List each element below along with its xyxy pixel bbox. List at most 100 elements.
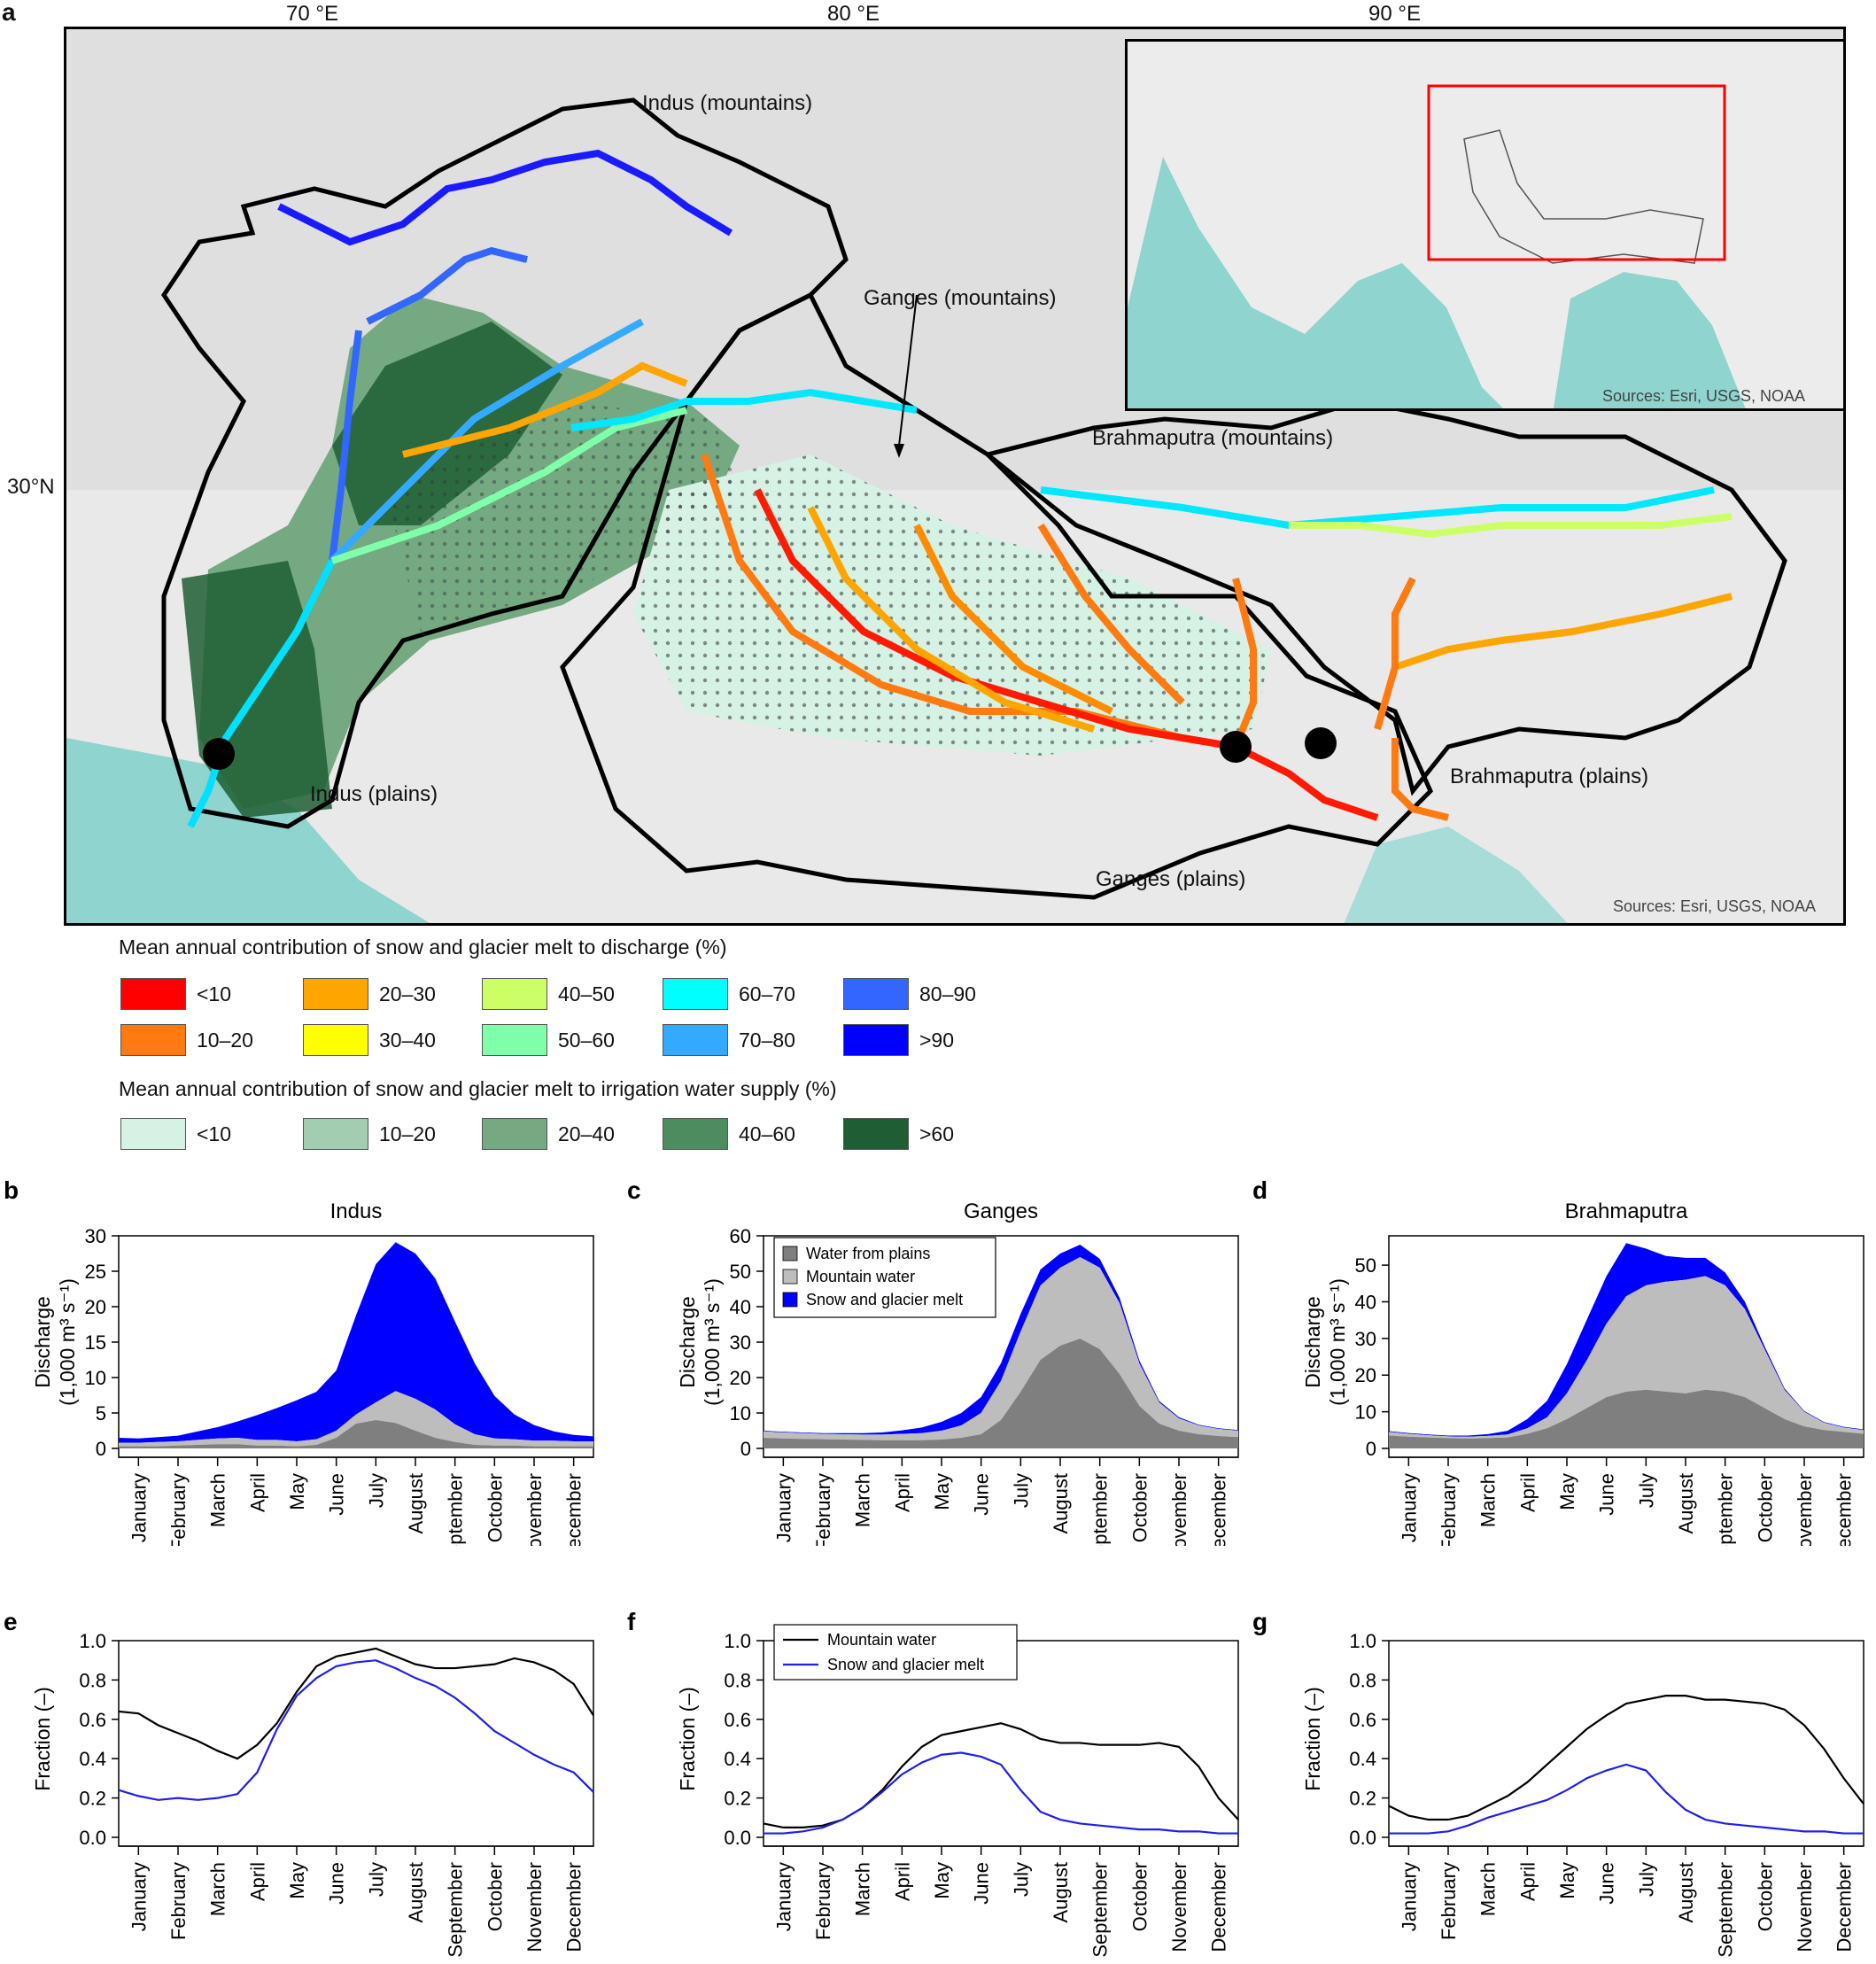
legend-discharge-item: >90	[843, 1024, 954, 1056]
legend-discharge-item: 70–80	[663, 1024, 795, 1056]
y-tick-label: 0.2	[724, 1788, 751, 1810]
legend-swatch	[303, 978, 368, 1010]
basin-map: Indus (mountains) Ganges (mountains) Bra…	[64, 27, 1846, 926]
x-tick-label: May	[286, 1473, 308, 1510]
y-tick-label: 15	[85, 1331, 106, 1354]
legend-swatch	[782, 1292, 798, 1308]
panel-letter-c: c	[627, 1176, 641, 1204]
inset-extent-box	[1427, 84, 1726, 261]
x-tick-label: August	[1675, 1473, 1697, 1534]
y-tick-label: 0.6	[79, 1709, 106, 1731]
legend-label: 20–40	[558, 1122, 615, 1145]
legend-label: <10	[197, 982, 232, 1005]
legend-irrigation-title: Mean annual contribution of snow and gla…	[119, 1077, 837, 1100]
x-tick-label: August	[1050, 1862, 1072, 1923]
y-tick-label: 50	[730, 1261, 751, 1283]
x-tick-label: October	[484, 1862, 506, 1931]
label-indus-plains: Indus (plains)	[310, 782, 438, 806]
y-axis-label: Discharge	[31, 1296, 54, 1388]
x-tick-label: February	[167, 1862, 190, 1940]
legend-irrigation-item: 40–60	[663, 1118, 795, 1150]
x-tick-label: November	[523, 1473, 546, 1546]
outlet-indus	[203, 738, 235, 770]
area-snow-glacier-melt	[119, 1242, 593, 1443]
area-snow-glacier-melt	[1389, 1243, 1864, 1437]
x-tick-label: May	[1556, 1473, 1578, 1510]
river-ganges-main	[754, 488, 1379, 821]
legend-swatch	[482, 978, 547, 1010]
y-tick-label: 40	[730, 1296, 751, 1318]
y-tick-label: 30	[1355, 1328, 1376, 1350]
label-ganges-plains: Ganges (plains)	[1096, 867, 1246, 891]
x-tick-label: March	[1477, 1473, 1500, 1527]
legend-label: 10–20	[379, 1122, 436, 1145]
x-tick-label: August	[405, 1473, 427, 1534]
y-tick-label: 1.0	[724, 1630, 751, 1652]
legend-swatch	[482, 1024, 547, 1056]
legend-label: Mountain water	[806, 1268, 915, 1285]
plot-frame	[118, 1640, 594, 1847]
legend-discharge-item: 40–50	[482, 978, 615, 1010]
legend-irrigation-item: <10	[120, 1118, 231, 1150]
y-axis-unit: (1,000 m³ s⁻¹)	[701, 1278, 724, 1406]
legend-label: <10	[197, 1122, 232, 1145]
x-tick-label: January	[1398, 1862, 1420, 1931]
x-tick-label: December	[1833, 1473, 1856, 1546]
y-axis-label: Fraction (–)	[1301, 1687, 1324, 1791]
bay-of-bengal	[1344, 827, 1568, 923]
legend-swatch	[303, 1024, 368, 1056]
legend-discharge-item: 10–20	[120, 1024, 253, 1056]
y-tick-label: 10	[85, 1367, 106, 1389]
y-tick-label: 0.8	[1349, 1669, 1376, 1691]
area-water-from-plains	[119, 1420, 593, 1448]
x-tick-label: August	[1050, 1473, 1072, 1534]
river-jhelum	[329, 330, 362, 562]
x-tick-label: January	[772, 1862, 795, 1931]
panel-letter-f: f	[627, 1608, 636, 1635]
brahmaputra-basin-outline	[982, 399, 1787, 796]
x-tick-label: May	[931, 1862, 953, 1899]
label-brahmaputra-mountains: Brahmaputra (mountains)	[1092, 426, 1334, 450]
x-tick-label: October	[1128, 1473, 1151, 1542]
x-tick-label: April	[1516, 1862, 1539, 1901]
x-tick-label: July	[365, 1473, 387, 1508]
x-tick-label: October	[1128, 1862, 1151, 1931]
inset-sources: Sources: Esri, USGS, NOAA	[1602, 387, 1806, 405]
y-tick-label: 0.0	[79, 1827, 106, 1849]
x-tick-label: September	[1089, 1473, 1112, 1546]
y-tick-label: 0	[1366, 1438, 1376, 1460]
legend-swatch	[663, 1024, 728, 1056]
x-tick-label: September	[1715, 1862, 1737, 1958]
legend-box	[773, 1237, 996, 1318]
x-tick-label: July	[1635, 1473, 1657, 1508]
legend-discharge-item: 30–40	[303, 1024, 436, 1056]
x-tick-label: August	[1675, 1862, 1697, 1923]
y-axis-label: Discharge	[1301, 1296, 1324, 1388]
arabian-sea	[66, 738, 430, 923]
label-brahmaputra-plains: Brahmaputra (plains)	[1450, 765, 1649, 788]
y-tick-label: 60	[730, 1225, 751, 1247]
x-tick-label: February	[812, 1473, 834, 1546]
x-tick-label: April	[1516, 1473, 1539, 1512]
x-tick-label: February	[1438, 1473, 1460, 1546]
legend-label: 40–50	[558, 982, 615, 1005]
x-tick-label: February	[167, 1473, 190, 1546]
x-tick-label: April	[891, 1473, 913, 1512]
legend-swatch	[782, 1246, 798, 1261]
line-mountain-water	[1388, 1695, 1864, 1821]
y-axis-unit: (1,000 m³ s⁻¹)	[56, 1278, 79, 1406]
inset-arabian-sea	[1128, 157, 1503, 408]
river-yarlung-tsangpo	[1040, 486, 1715, 530]
line-snow-glacier-melt	[118, 1659, 594, 1801]
locator-inset: Sources: Esri, USGS, NOAA	[1125, 39, 1846, 411]
y-tick-label: 10	[730, 1402, 751, 1424]
area-water-from-plains	[1389, 1389, 1864, 1448]
y-tick-label: 0.8	[79, 1669, 106, 1691]
legend-label: >60	[919, 1122, 955, 1145]
legend-label: Snow and glacier melt	[827, 1656, 984, 1673]
y-axis-unit: (1,000 m³ s⁻¹)	[1326, 1278, 1349, 1406]
line-mountain-water	[118, 1647, 594, 1760]
chart-title: Brahmaputra	[1565, 1199, 1688, 1223]
x-tick-label: May	[286, 1862, 308, 1899]
y-tick-label: 20	[85, 1296, 106, 1318]
